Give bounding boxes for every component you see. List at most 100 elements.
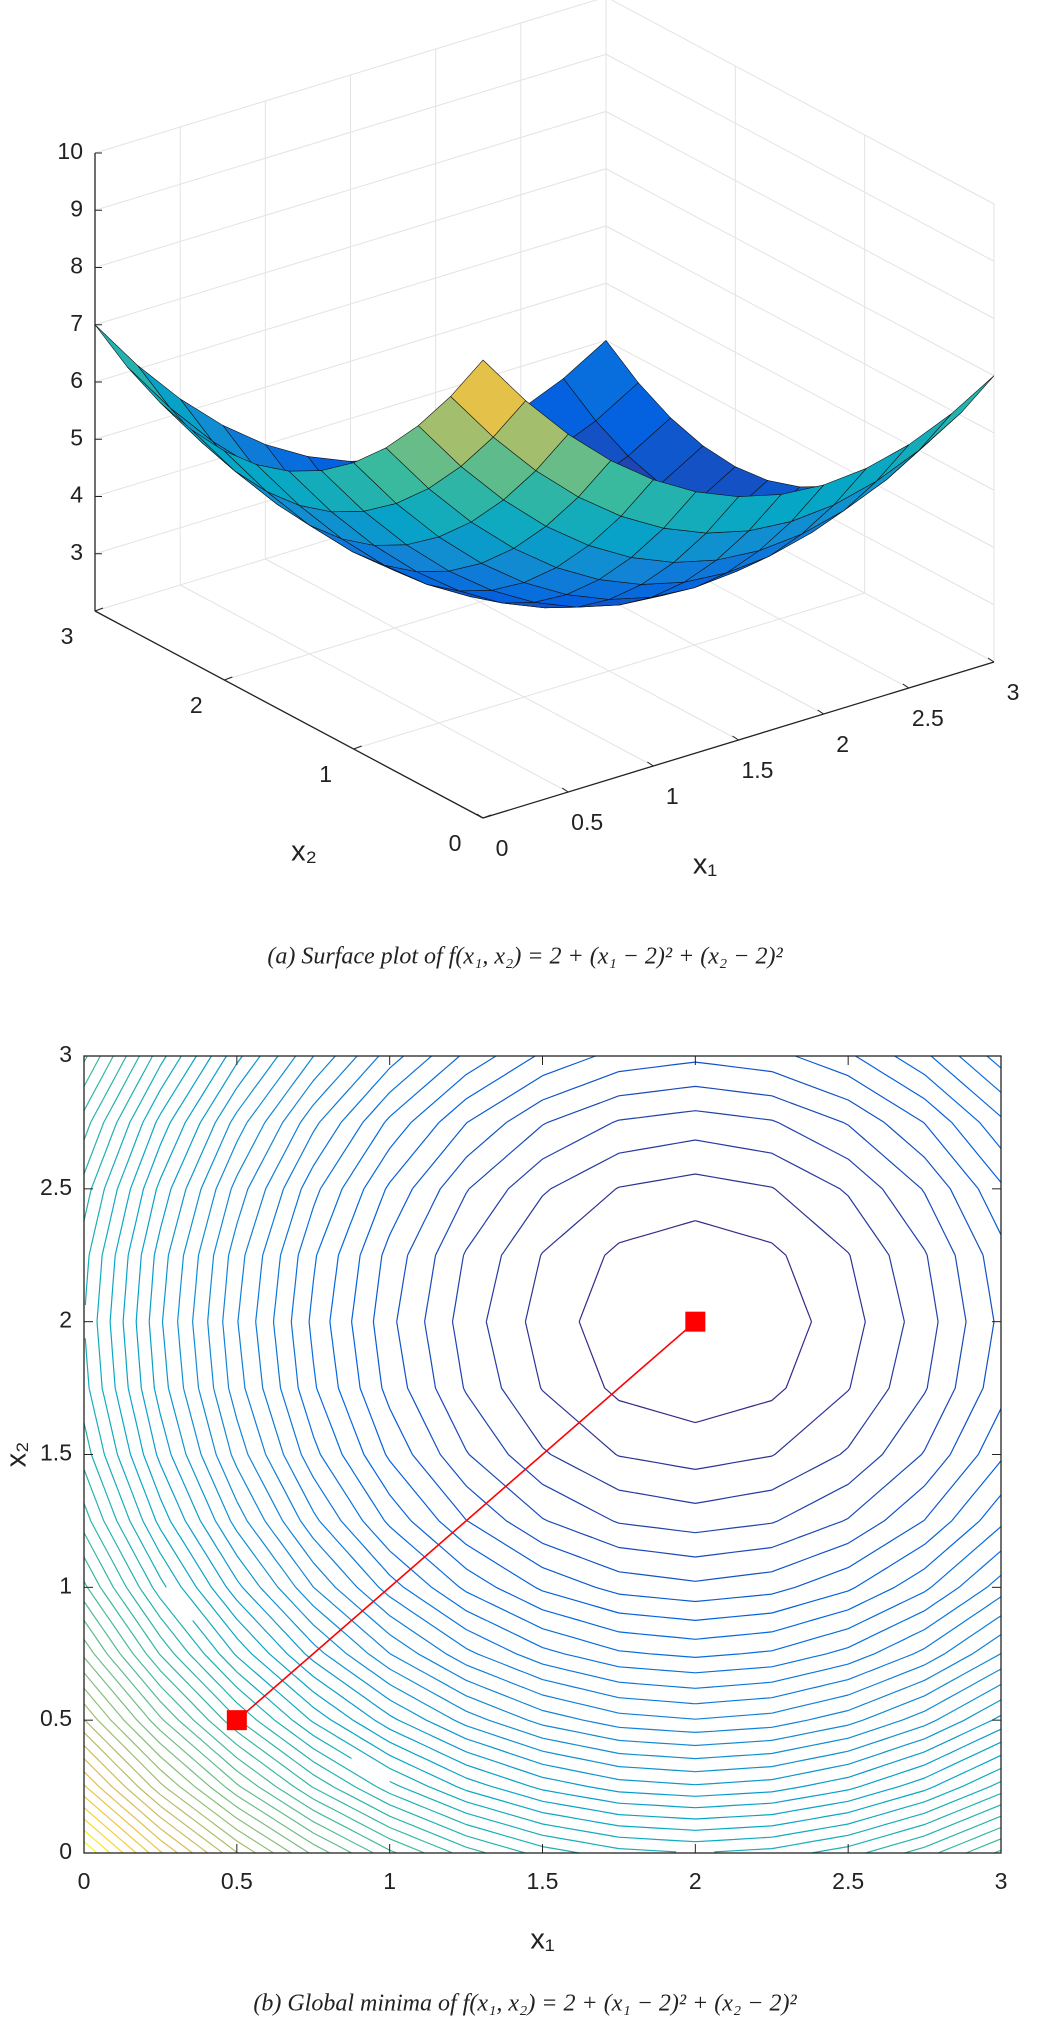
surface-patch	[876, 413, 952, 482]
contour-line	[83, 1055, 1002, 1854]
contour-line	[83, 1841, 98, 1854]
contour-line	[83, 1619, 353, 1854]
tick-mark	[902, 683, 910, 689]
x-tick-label: 1.5	[742, 757, 774, 783]
caption: (a) Surface plot of f(x₁, x₂) = 2 + (x₁ …	[267, 944, 783, 970]
contour-line	[207, 1055, 1002, 1747]
grid-line	[610, 0, 995, 205]
x-axis-label: x₁	[693, 849, 718, 881]
contour-line	[135, 1055, 1002, 1809]
contour-line	[83, 1657, 310, 1854]
tick-mark	[482, 814, 492, 819]
contour-line	[329, 1055, 1002, 1640]
x-tick-label: 2	[836, 731, 849, 757]
y-axis-label: x₂	[1, 1442, 33, 1468]
contour-line	[161, 1055, 1002, 1786]
z-tick-label: 7	[70, 310, 83, 336]
grid-line	[179, 584, 569, 793]
surface-patch	[179, 398, 256, 468]
x-tick-label: 3	[1007, 679, 1020, 705]
contour-line	[83, 1758, 193, 1854]
z-tick-label: 10	[57, 138, 83, 164]
contour-line	[83, 1807, 137, 1854]
contour-line	[290, 1055, 1002, 1674]
z-tick-label: 3	[70, 539, 83, 565]
contour-line	[83, 1055, 1002, 1854]
y-tick-label: 1	[59, 1572, 72, 1598]
contour-line	[83, 1687, 274, 1854]
grid-line	[605, 282, 995, 491]
contour-line	[83, 1055, 1002, 1854]
contour-line	[83, 1718, 239, 1854]
tick-mark	[987, 657, 995, 663]
contour-line	[83, 1731, 224, 1854]
x-tick-label: 3	[995, 1868, 1008, 1894]
tick-mark	[647, 761, 654, 767]
y-axis-label: x₂	[291, 836, 317, 868]
x-tick-label: 1	[383, 1868, 396, 1894]
y-tick-label: 2.5	[40, 1174, 72, 1200]
grid-line	[605, 53, 995, 262]
contour-line	[83, 1672, 292, 1854]
contour-line	[255, 1055, 1002, 1705]
y-axis	[94, 610, 484, 819]
tick-mark	[817, 709, 824, 715]
contour-line	[83, 1703, 257, 1854]
grid-line	[605, 225, 995, 434]
surface-patch	[94, 324, 171, 408]
grid-line	[94, 53, 607, 211]
z-tick-label: 9	[70, 195, 83, 221]
contour-line	[485, 1139, 905, 1504]
z-tick-label: 4	[70, 482, 83, 508]
grid-line	[94, 111, 607, 268]
contour-line	[83, 1829, 111, 1854]
y-tick-label: 0	[59, 1838, 72, 1864]
contour-line	[83, 1795, 150, 1854]
x-tick-label: 0	[496, 835, 509, 861]
grid-line	[605, 111, 995, 319]
tick-mark	[224, 676, 233, 681]
z-tick-label: 8	[70, 253, 83, 279]
contour-line	[83, 1055, 1002, 1854]
surface-patch	[918, 375, 995, 451]
x-tick-label: 0.5	[571, 809, 603, 835]
y-tick-label: 1	[319, 761, 332, 787]
contour-line	[451, 1110, 939, 1534]
contour-line	[83, 1055, 1002, 1854]
contour-line	[237, 1055, 1002, 1720]
contour-line	[83, 1784, 163, 1854]
tick-mark	[94, 607, 104, 612]
contour-line	[524, 1173, 866, 1470]
contour-line	[272, 1055, 1002, 1689]
tick-mark	[732, 735, 739, 741]
grid-line	[605, 168, 995, 377]
caption: (b) Global minima of f(x₁, x₂) = 2 + (x₁…	[253, 1991, 797, 2017]
contour-line	[148, 1055, 1002, 1797]
contour-line	[83, 1601, 374, 1854]
contour-line	[83, 1055, 1002, 1854]
x-tick-label: 2.5	[832, 1868, 864, 1894]
x-tick-label: 0	[78, 1868, 91, 1894]
y-tick-label: 0.5	[40, 1705, 72, 1731]
y-tick-label: 0	[449, 830, 462, 856]
contour-line	[109, 1055, 1002, 1831]
tick-mark	[476, 813, 484, 819]
tick-mark	[353, 745, 362, 750]
contour-line	[578, 1220, 813, 1424]
grid-line	[94, 340, 607, 497]
grid-line	[94, 225, 607, 383]
contour-line	[308, 1055, 1002, 1658]
x-tick-label: 2	[689, 1868, 702, 1894]
contour-line	[424, 1085, 967, 1558]
x-tick-label: 2.5	[912, 705, 944, 731]
x-tick-label: 1	[666, 783, 679, 809]
contour-line	[83, 1745, 209, 1854]
contour-line	[222, 1055, 1002, 1733]
grid-line	[605, 340, 995, 548]
y-tick-label: 2	[190, 692, 203, 718]
grid-line	[265, 558, 654, 767]
z-tick-label: 6	[70, 367, 83, 393]
marker	[685, 1311, 706, 1332]
contour-line	[96, 1055, 1002, 1843]
